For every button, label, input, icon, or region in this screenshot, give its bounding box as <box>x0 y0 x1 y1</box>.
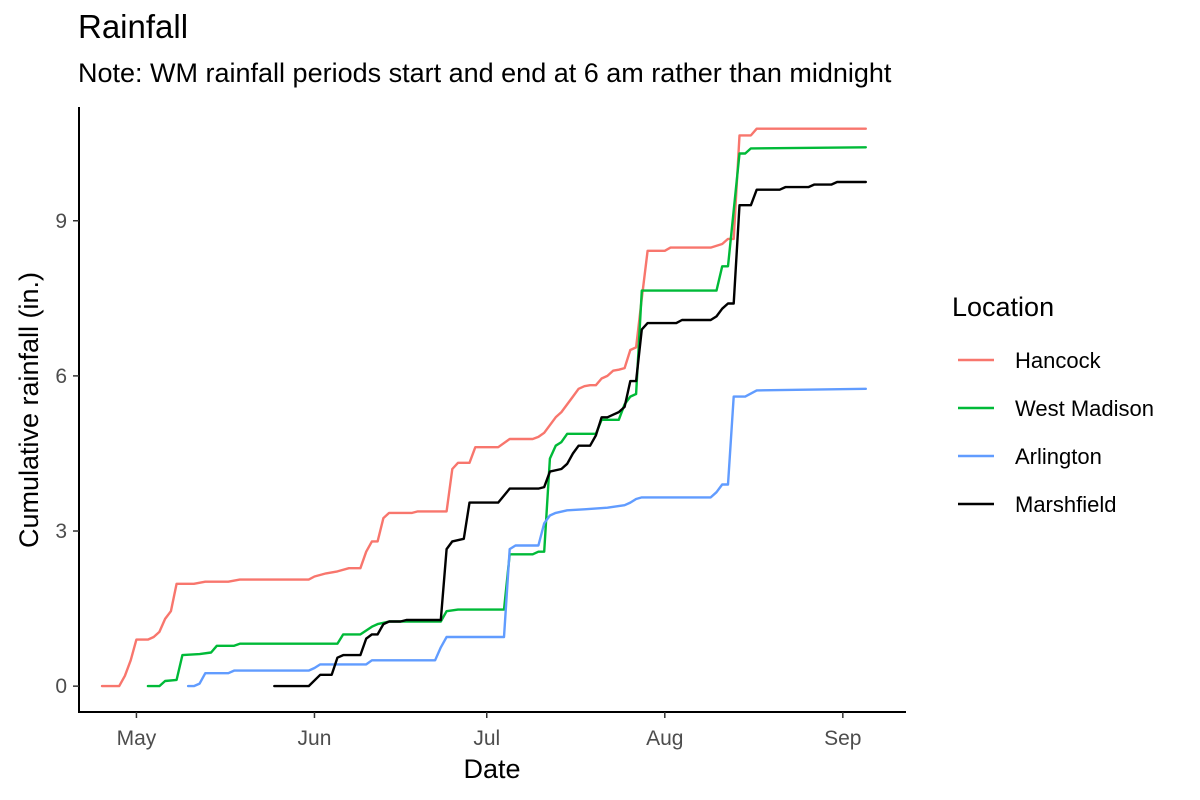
y-tick-label: 3 <box>55 520 67 543</box>
legend-label: Arlington <box>1015 444 1102 469</box>
y-ticks: 0 3 6 9 <box>55 210 79 698</box>
legend-label: Marshfield <box>1015 492 1116 517</box>
legend: Location Hancock West Madison Arlington Mar… <box>952 292 1154 517</box>
x-ticks: May Jun Jul Aug Sep <box>117 712 862 750</box>
x-tick-label: May <box>117 727 157 750</box>
x-tick-label: Aug <box>646 727 683 750</box>
legend-title: Location <box>952 292 1054 322</box>
legend-label: Hancock <box>1015 348 1102 373</box>
y-tick-label: 0 <box>55 675 67 698</box>
series-line-west-madison <box>146 146 867 688</box>
chart-title: Rainfall <box>78 8 189 45</box>
series-lines <box>100 127 867 688</box>
x-axis-title: Date <box>463 754 520 784</box>
legend-label: West Madison <box>1015 396 1154 421</box>
series-line-marshfield <box>273 180 867 688</box>
x-tick-label: Sep <box>824 727 861 750</box>
x-tick-label: Jul <box>473 727 500 750</box>
y-tick-label: 6 <box>55 365 67 388</box>
y-axis-title: Cumulative rainfall (in.) <box>14 272 44 548</box>
series-line-hancock <box>100 127 867 688</box>
series-line-arlington <box>186 387 867 688</box>
y-tick-label: 9 <box>55 210 67 233</box>
chart-subtitle: Note: WM rainfall periods start and end … <box>78 58 892 88</box>
axes <box>78 107 906 713</box>
x-tick-label: Jun <box>298 727 332 750</box>
